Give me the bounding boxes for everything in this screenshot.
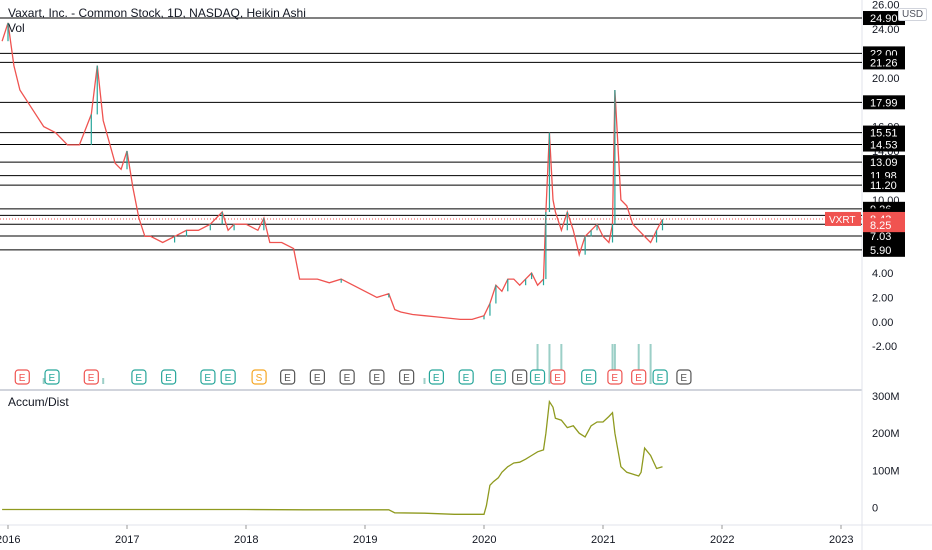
indicator-label: Accum/Dist bbox=[8, 395, 69, 409]
level-tag-label: 5.90 bbox=[870, 245, 891, 257]
level-tag-label: 21.26 bbox=[870, 57, 898, 69]
symbol-tag-box bbox=[825, 211, 861, 226]
time-axis-tick: 2022 bbox=[710, 534, 734, 546]
level-tag-label: 24.90 bbox=[870, 13, 898, 25]
event-marker-label: E bbox=[373, 373, 380, 384]
event-marker-label: E bbox=[554, 373, 561, 384]
event-marker bbox=[131, 369, 147, 385]
chart-title: Vaxart, Inc. - Common Stock, 1D, NASDAQ,… bbox=[8, 6, 306, 20]
event-marker-label: E bbox=[165, 373, 172, 384]
symbol-tag: VXRT bbox=[829, 215, 856, 226]
event-marker bbox=[399, 369, 415, 385]
level-tag-box bbox=[863, 229, 905, 244]
price-axis-tick: 4.00 bbox=[872, 268, 893, 280]
event-marker-label: E bbox=[19, 373, 26, 384]
event-marker bbox=[200, 369, 216, 385]
event-marker-label: E bbox=[403, 373, 410, 384]
event-marker-label: E bbox=[680, 373, 687, 384]
event-marker bbox=[512, 369, 528, 385]
event-marker bbox=[529, 369, 546, 385]
event-marker bbox=[14, 369, 30, 385]
event-marker bbox=[631, 369, 647, 385]
event-marker-label: E bbox=[516, 373, 523, 384]
event-marker-label: S bbox=[256, 373, 263, 384]
time-axis-tick: 2023 bbox=[829, 534, 853, 546]
price-series-line bbox=[1, 22, 664, 321]
event-marker bbox=[550, 369, 566, 385]
event-marker-label: E bbox=[204, 373, 211, 384]
price-axis-tick: 2.00 bbox=[872, 292, 893, 304]
time-axis-tick: 2016 bbox=[0, 534, 20, 546]
time-axis-tick: 2017 bbox=[115, 534, 139, 546]
event-marker bbox=[490, 369, 506, 385]
level-tag-box bbox=[863, 178, 905, 193]
event-marker bbox=[280, 369, 296, 385]
ad-axis-tick: 200M bbox=[872, 428, 900, 440]
event-marker-label: E bbox=[534, 373, 541, 384]
ad-axis-tick: 300M bbox=[872, 391, 900, 403]
time-axis-tick: 2019 bbox=[353, 534, 377, 546]
level-tag-label: 14.53 bbox=[870, 140, 898, 152]
event-marker-label: E bbox=[225, 373, 232, 384]
event-marker-label: E bbox=[495, 373, 502, 384]
event-marker-label: E bbox=[657, 373, 664, 384]
price-axis-tick: -2.00 bbox=[872, 341, 897, 353]
event-marker bbox=[161, 369, 177, 385]
event-marker bbox=[581, 369, 597, 385]
event-marker bbox=[458, 369, 474, 385]
currency-label[interactable]: USD bbox=[898, 8, 928, 21]
event-marker bbox=[251, 369, 267, 385]
level-tag-label: 15.51 bbox=[870, 128, 898, 140]
event-marker-label: E bbox=[433, 373, 440, 384]
event-marker bbox=[676, 369, 692, 385]
event-marker-label: E bbox=[88, 373, 95, 384]
event-marker-label: E bbox=[284, 373, 291, 384]
event-marker-label: E bbox=[635, 373, 642, 384]
level-tag-box bbox=[863, 55, 905, 70]
event-marker-label: E bbox=[314, 373, 321, 384]
event-marker bbox=[339, 369, 355, 385]
event-marker bbox=[220, 369, 236, 385]
accum-dist-line bbox=[2, 399, 663, 515]
event-marker bbox=[428, 369, 444, 385]
event-marker bbox=[83, 369, 99, 385]
event-marker-label: E bbox=[49, 373, 56, 384]
price-axis-tick: 26.00 bbox=[872, 0, 900, 12]
price-label-tag: 8.25 bbox=[870, 220, 891, 232]
time-axis-tick: 2021 bbox=[591, 534, 615, 546]
event-marker-label: E bbox=[344, 373, 351, 384]
event-marker bbox=[607, 369, 623, 385]
event-marker bbox=[44, 369, 60, 385]
time-axis-tick: 2020 bbox=[472, 534, 496, 546]
volume-label: Vol bbox=[8, 21, 25, 35]
level-tag-label: 7.03 bbox=[870, 231, 891, 243]
ad-axis-tick: 100M bbox=[872, 465, 900, 477]
time-axis-tick: 2018 bbox=[234, 534, 258, 546]
level-tag-box bbox=[863, 125, 905, 140]
level-tag-box bbox=[863, 155, 905, 170]
level-tag-box bbox=[863, 137, 905, 152]
price-label-box bbox=[863, 218, 905, 233]
ad-axis-tick: 0 bbox=[872, 503, 878, 515]
event-marker-label: E bbox=[611, 373, 618, 384]
event-marker bbox=[652, 369, 668, 385]
level-tag-box bbox=[863, 242, 905, 257]
level-tag-box bbox=[863, 95, 905, 110]
event-marker-label: E bbox=[463, 373, 470, 384]
event-marker bbox=[309, 369, 325, 385]
event-marker-label: E bbox=[585, 373, 592, 384]
price-axis-tick: 24.00 bbox=[872, 24, 900, 36]
level-tag-label: 11.20 bbox=[870, 180, 897, 192]
level-tag-label: 13.09 bbox=[870, 157, 898, 169]
event-marker bbox=[369, 369, 385, 385]
price-axis-tick: 20.00 bbox=[872, 73, 900, 85]
level-tag-box bbox=[863, 11, 905, 26]
event-marker-label: E bbox=[135, 373, 142, 384]
price-axis-tick: 0.00 bbox=[872, 317, 893, 329]
level-tag-label: 17.99 bbox=[870, 97, 898, 109]
